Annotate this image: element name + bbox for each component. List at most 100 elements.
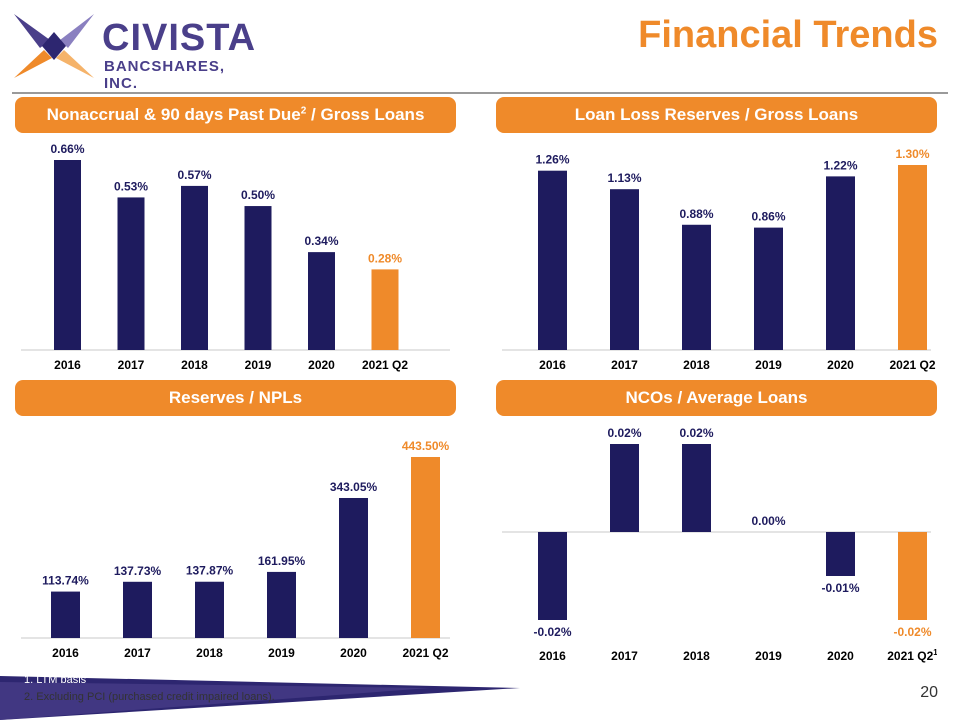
category-label: 2021 Q2 xyxy=(362,358,408,372)
bar-2018 xyxy=(682,444,711,532)
bar-2018 xyxy=(682,224,711,350)
bar-2021-q2 xyxy=(898,165,927,350)
data-label: 0.88% xyxy=(679,207,713,221)
logo-subtitle: BANCSHARES, INC. xyxy=(104,58,226,92)
data-label: 0.66% xyxy=(50,142,84,156)
company-logo: CIVISTA BANCSHARES, INC. xyxy=(10,10,260,92)
category-label: 2018 xyxy=(683,358,710,372)
bar-2020 xyxy=(826,176,855,350)
footnotes: 1. LTM basis 2. Excluding PCI (purchased… xyxy=(24,672,275,706)
category-label: 2018 xyxy=(181,358,208,372)
chart-nonaccrual-svg: 0.66% 2016 0.53% 2017 0.57% 2018 0.50% 2019 0.34… xyxy=(21,142,450,372)
category-label: 2016 xyxy=(52,646,79,660)
panel-title-superscript: 2 xyxy=(300,105,307,117)
category-superscript: 1 xyxy=(933,648,937,657)
category-label: 2019 xyxy=(755,649,782,663)
footnote-pci: 2. Excluding PCI (purchased credit impai… xyxy=(24,691,275,703)
chart-loan-loss-reserves-svg: 1.26% 2016 1.13% 2017 0.88% 2018 0.86% 2019 1.22… xyxy=(502,147,936,372)
logo-name: CIVISTA xyxy=(102,17,257,59)
data-label: 1.30% xyxy=(895,147,929,161)
data-label: -0.02% xyxy=(533,625,571,639)
bar-2020 xyxy=(339,497,368,638)
title-divider xyxy=(12,92,948,94)
chart-loan-loss-reserves: 1.26% 2016 1.13% 2017 0.88% 2018 0.86% 2019 1.22… xyxy=(496,134,937,380)
panel-title: NCOs / Average Loans xyxy=(625,388,808,407)
bar-2019 xyxy=(267,571,296,638)
bar-2018 xyxy=(195,581,224,638)
bar-2016 xyxy=(54,160,81,350)
data-label: 113.74% xyxy=(42,574,89,588)
category-label: 2018 xyxy=(196,646,223,660)
bar-2021-q2 xyxy=(898,532,927,620)
chart-reserves-npls-svg: 113.74% 2016 137.73% 2017 137.87% 2018 161.95%… xyxy=(21,439,450,660)
category-label: 2021 Q2 xyxy=(402,646,448,660)
data-label: 0.28% xyxy=(368,251,402,265)
category-label: 2021 Q2 xyxy=(889,358,935,372)
panel-title: Nonaccrual & 90 days Past Due xyxy=(46,105,301,124)
data-label: 0.57% xyxy=(177,168,211,182)
chart-reserves-npls: 113.74% 2016 137.73% 2017 137.87% 2018 161.95%… xyxy=(15,418,456,668)
data-label: -0.01% xyxy=(821,581,859,595)
panel-title-suffix: / Gross Loans xyxy=(306,105,425,124)
bar-2017 xyxy=(123,581,152,638)
chart-nonaccrual: 0.66% 2016 0.53% 2017 0.57% 2018 0.50% 2019 0.34… xyxy=(15,134,456,380)
bar-2016 xyxy=(51,591,80,638)
bar-2016 xyxy=(538,532,567,620)
category-label: 2020 xyxy=(827,649,854,663)
data-label: 443.50% xyxy=(402,439,450,453)
footnote-ltm: 1. LTM basis xyxy=(24,674,87,686)
page-title: Financial Trends xyxy=(638,14,938,56)
page-number: 20 xyxy=(920,684,938,701)
bar-2019 xyxy=(754,227,783,350)
chart-ncos: -0.02% 2016 0.02% 2017 0.02% 2018 0.00% 2019 -0.… xyxy=(496,418,937,668)
civista-star-icon xyxy=(14,14,94,78)
data-label: 1.13% xyxy=(607,171,641,185)
data-label: 0.53% xyxy=(114,179,148,193)
category-label: 2018 xyxy=(683,649,710,663)
panel-header-loan-loss-reserves: Loan Loss Reserves / Gross Loans xyxy=(496,97,937,133)
bar-2016 xyxy=(538,170,567,350)
bar-2017 xyxy=(610,189,639,350)
footer-band xyxy=(0,676,520,720)
data-label: 161.95% xyxy=(258,554,306,568)
bar-2019 xyxy=(244,206,272,350)
panel-header-nonaccrual: Nonaccrual & 90 days Past Due2 / Gross L… xyxy=(15,97,456,133)
bar-2017 xyxy=(610,444,639,532)
data-label: 0.86% xyxy=(751,210,785,224)
category-label: 2017 xyxy=(118,358,145,372)
category-label: 2019 xyxy=(268,646,295,660)
category-label: 2019 xyxy=(755,358,782,372)
category-label: 2017 xyxy=(124,646,151,660)
data-label: 137.87% xyxy=(186,564,234,578)
data-label: 0.02% xyxy=(679,426,713,440)
bar-2020 xyxy=(826,532,855,576)
data-label: 0.00% xyxy=(751,514,785,528)
bar-2020 xyxy=(308,252,335,350)
category-label: 2019 xyxy=(245,358,272,372)
panel-header-reserves-npls: Reserves / NPLs xyxy=(15,380,456,416)
panel-title: Loan Loss Reserves / Gross Loans xyxy=(574,105,859,124)
category-label: 2016 xyxy=(539,358,566,372)
data-label: 0.02% xyxy=(607,426,641,440)
bar-2021-q2 xyxy=(411,457,440,638)
data-label: 343.05% xyxy=(330,480,378,494)
category-label: 2021 Q21 xyxy=(887,648,937,663)
data-label: 137.73% xyxy=(114,564,162,578)
bar-2021-q2 xyxy=(371,269,399,350)
data-label: 0.34% xyxy=(304,234,338,248)
data-label: 0.50% xyxy=(241,188,275,202)
data-label: 1.22% xyxy=(823,158,857,172)
chart-ncos-svg: -0.02% 2016 0.02% 2017 0.02% 2018 0.00% 2019 -0.… xyxy=(502,426,937,663)
bar-2017 xyxy=(117,197,145,350)
category-label: 2017 xyxy=(611,649,638,663)
data-label: -0.02% xyxy=(893,625,931,639)
bar-2018 xyxy=(181,185,208,350)
panel-title: Reserves / NPLs xyxy=(168,388,303,407)
data-label: 1.26% xyxy=(535,153,569,167)
category-label: 2020 xyxy=(827,358,854,372)
category-label: 2017 xyxy=(611,358,638,372)
category-label: 2016 xyxy=(539,649,566,663)
category-label: 2016 xyxy=(54,358,81,372)
category-label: 2020 xyxy=(340,646,367,660)
category-label: 2020 xyxy=(308,358,335,372)
